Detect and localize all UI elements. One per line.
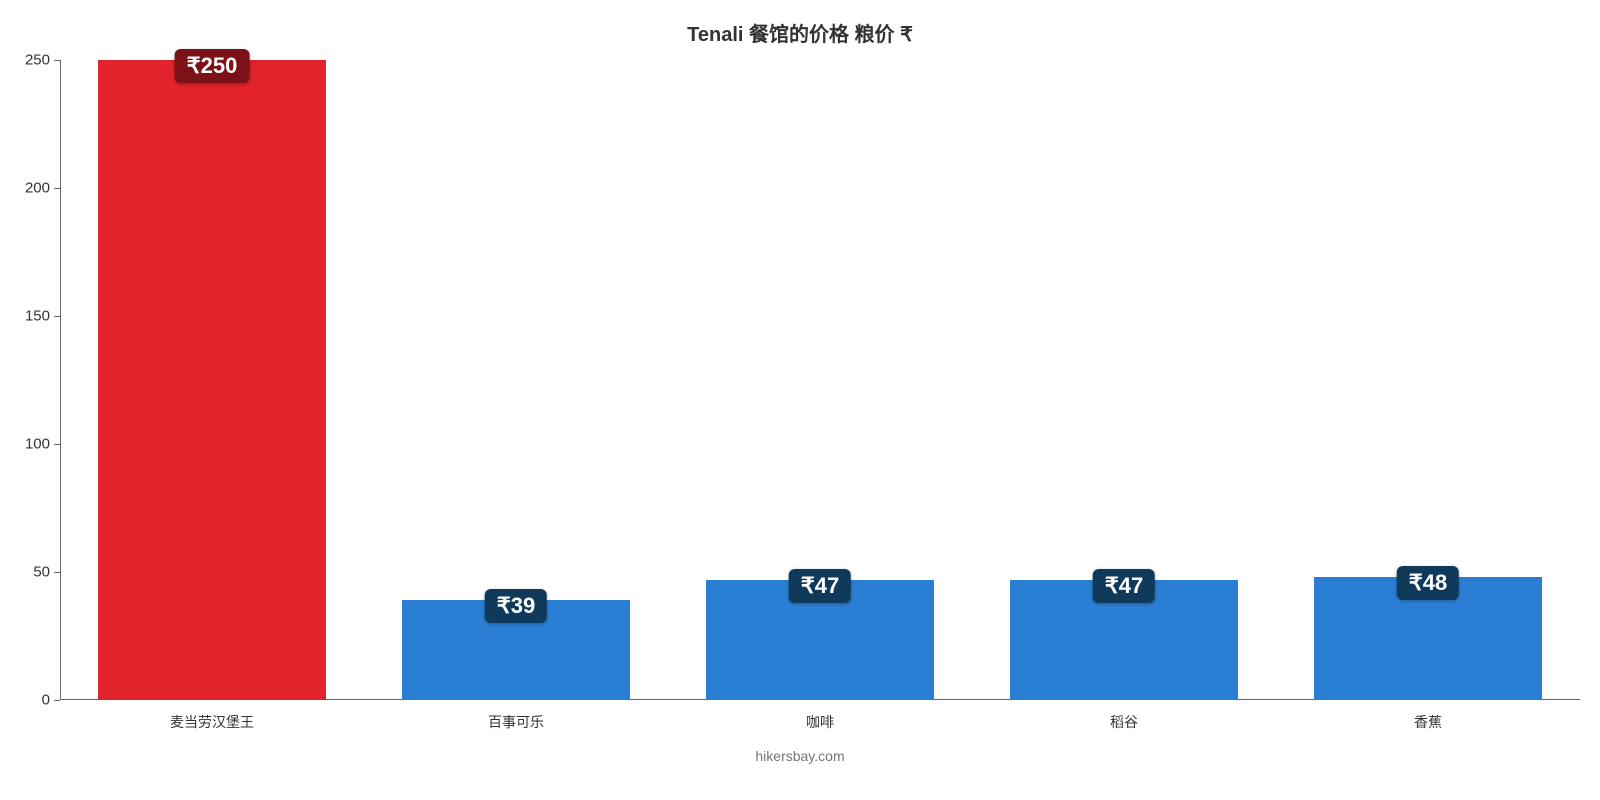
x-tick-label: 香蕉 xyxy=(1414,700,1442,732)
y-tick-label: 250 xyxy=(25,52,60,69)
x-tick-label: 稻谷 xyxy=(1110,700,1138,732)
bar-value-label: ₹47 xyxy=(789,569,851,603)
bar-value-label: ₹250 xyxy=(175,49,250,83)
x-tick-label: 咖啡 xyxy=(806,700,834,732)
bar-value-label: ₹48 xyxy=(1397,566,1459,600)
y-tick-label: 50 xyxy=(33,564,60,581)
y-tick-label: 100 xyxy=(25,436,60,453)
y-tick-label: 200 xyxy=(25,180,60,197)
y-axis-line xyxy=(60,60,61,700)
plot-area: 050100150200250₹250麦当劳汉堡王₹39百事可乐₹47咖啡₹47… xyxy=(60,60,1580,700)
bar-value-label: ₹47 xyxy=(1093,569,1155,603)
price-bar-chart: Tenali 餐馆的价格 粮价 ₹ 050100150200250₹250麦当劳… xyxy=(0,0,1600,800)
y-tick-label: 0 xyxy=(42,692,60,709)
bar-value-label: ₹39 xyxy=(485,589,547,623)
y-tick-label: 150 xyxy=(25,308,60,325)
source-label: hikersbay.com xyxy=(0,748,1600,764)
x-tick-label: 麦当劳汉堡王 xyxy=(170,700,254,732)
x-tick-label: 百事可乐 xyxy=(488,700,544,732)
bar xyxy=(98,60,326,700)
chart-title: Tenali 餐馆的价格 粮价 ₹ xyxy=(0,18,1600,47)
